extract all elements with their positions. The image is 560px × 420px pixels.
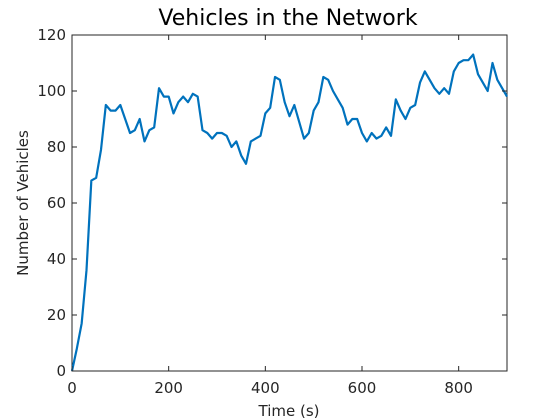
x-tick-label: 200 [154, 379, 183, 397]
y-tick-label: 20 [47, 306, 66, 324]
y-tick-label: 0 [56, 362, 66, 380]
series-line-vehicles [70, 53, 508, 372]
x-tick-label: 0 [67, 379, 77, 397]
x-tick-label: 800 [444, 379, 473, 397]
x-tick-label: 400 [251, 379, 280, 397]
x-tick-label: 600 [348, 379, 377, 397]
x-axis-label: Time (s) [258, 402, 320, 420]
plot-area [70, 34, 508, 372]
x-axis: 0 200 400 600 800 [67, 35, 473, 397]
axes-box [71, 34, 508, 372]
y-axis-label: Number of Vehicles [14, 130, 32, 276]
y-tick-label: 100 [37, 82, 66, 100]
y-axis: 0 20 40 60 80 100 120 [37, 26, 507, 380]
y-tick-label: 120 [37, 26, 66, 44]
y-tick-label: 80 [47, 138, 66, 156]
y-tick-label: 60 [47, 194, 66, 212]
y-tick-label: 40 [47, 250, 66, 268]
chart-title: Vehicles in the Network [158, 6, 417, 31]
